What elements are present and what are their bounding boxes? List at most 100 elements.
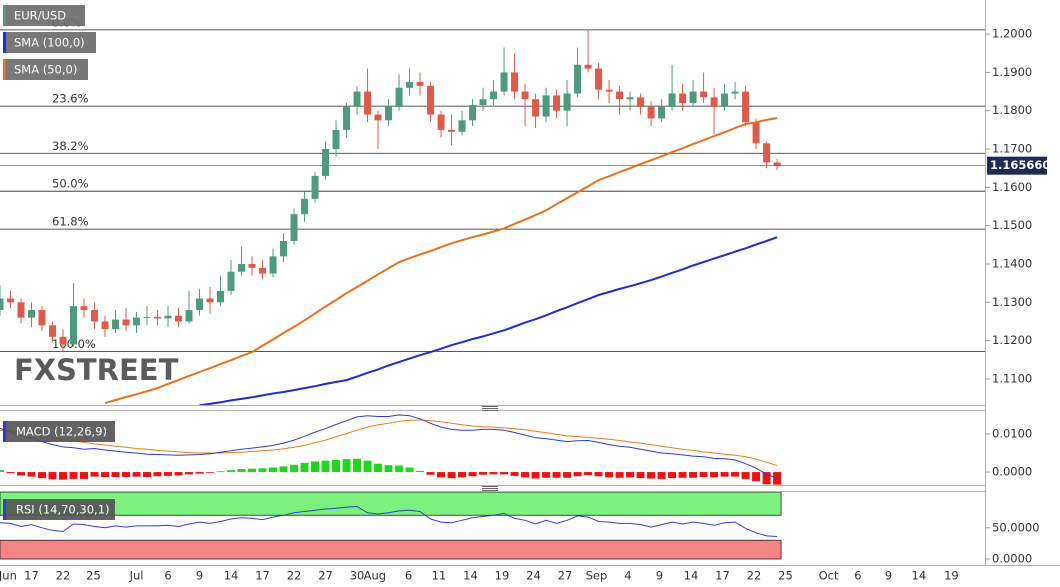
macd-histogram-bar <box>416 470 425 473</box>
watermark: FX <box>14 353 56 387</box>
macd-histogram-bar <box>405 467 414 473</box>
candle-body <box>7 298 15 303</box>
macd-histogram-bar <box>447 472 456 479</box>
x-tick-label: 22 <box>747 569 762 583</box>
macd-histogram-bar <box>510 472 519 476</box>
candle-body <box>290 214 298 242</box>
y-tick-label: 0.0000 <box>992 465 1032 479</box>
candle-body <box>175 315 183 322</box>
macd-histogram-bar <box>311 461 320 473</box>
indicator-swatch <box>3 499 6 520</box>
candle-body <box>38 309 46 326</box>
macd-histogram-bar <box>531 472 540 479</box>
fibonacci-label: 38.2% <box>52 139 89 153</box>
candle-body <box>647 106 655 119</box>
candle-body <box>70 306 78 345</box>
fibonacci-label: 50.0% <box>52 177 89 191</box>
macd-histogram-bar <box>678 472 687 478</box>
candle-body <box>311 175 319 199</box>
x-tick-label: 9 <box>656 569 663 583</box>
candle-body <box>91 309 99 322</box>
y-tick-label: 1.1800 <box>992 103 1032 117</box>
indicator-label-box <box>3 421 115 442</box>
candle-body <box>731 91 739 94</box>
candle-body <box>259 267 267 274</box>
macd-histogram-bar <box>6 472 15 474</box>
candle-body <box>49 325 57 337</box>
candle-body <box>689 91 697 104</box>
legend-entry-swatch <box>3 32 6 53</box>
legend-entry-box <box>3 32 96 53</box>
candle-body <box>511 72 519 92</box>
candle-body <box>406 81 414 88</box>
x-tick-label: 27 <box>558 569 573 583</box>
x-tick-label: 22 <box>56 569 71 583</box>
candle-body <box>626 97 634 100</box>
macd-histogram-bar <box>615 472 624 478</box>
macd-histogram-bar <box>17 472 26 476</box>
macd-histogram-bar <box>69 472 78 479</box>
candle-body <box>448 129 456 132</box>
macd-histogram-bar <box>332 459 341 473</box>
legend-entry-box <box>3 59 88 80</box>
candle-body <box>364 91 372 115</box>
candle-body <box>437 114 445 130</box>
x-tick-label: 11 <box>432 569 447 583</box>
macd-histogram-bar <box>48 472 57 480</box>
candle-body <box>605 89 613 92</box>
candle-body <box>752 122 760 144</box>
macd-histogram-bar <box>269 467 278 473</box>
macd-histogram-bar <box>437 472 446 478</box>
macd-histogram-bar <box>342 459 351 473</box>
macd-histogram-bar <box>101 472 110 478</box>
candle-body <box>742 91 750 123</box>
macd-histogram-bar <box>353 458 362 473</box>
macd-histogram-bar <box>395 465 404 473</box>
macd-histogram-bar <box>552 472 561 478</box>
candle-body <box>227 271 235 291</box>
x-tick-label: Aug <box>364 569 386 583</box>
x-tick-label: 6 <box>164 569 171 583</box>
macd-histogram-bar <box>38 472 47 479</box>
macd-histogram-bar <box>479 472 488 475</box>
macd-histogram-bar <box>752 472 761 482</box>
candle-body <box>343 106 351 130</box>
candle-body <box>595 68 603 90</box>
macd-histogram-bar <box>384 465 393 473</box>
x-tick-label: 24 <box>526 569 541 583</box>
legend-entry: SMA (100,0) <box>14 36 85 50</box>
macd-histogram-bar <box>563 472 572 478</box>
candle-body <box>763 143 771 163</box>
candle-body <box>28 309 36 318</box>
candle-body <box>59 336 67 345</box>
macd-histogram-bar <box>741 472 750 479</box>
legend-symbol-box <box>3 5 85 26</box>
macd-histogram-bar <box>0 470 4 473</box>
x-tick-label: 14 <box>224 569 239 583</box>
macd-histogram-bar <box>773 472 782 485</box>
candle-body <box>616 91 624 100</box>
candle-body <box>679 93 687 104</box>
macd-histogram-bar <box>153 472 162 477</box>
fibonacci-label: 23.6% <box>52 92 89 106</box>
candle-body <box>427 85 435 115</box>
candle-body <box>479 99 487 105</box>
candle-body <box>553 95 561 111</box>
macd-histogram-bar <box>542 472 551 478</box>
indicator-label: RSI (14,70,30,1) <box>16 503 110 517</box>
indicator-label-box <box>3 499 115 520</box>
candle-body <box>17 302 25 318</box>
candle-body <box>196 298 204 310</box>
x-tick-label: 14 <box>684 569 699 583</box>
candle-body <box>532 99 540 117</box>
candle-body <box>700 91 708 98</box>
candle-body <box>563 93 571 111</box>
panel-resize-grip[interactable] <box>482 406 498 491</box>
x-tick-label: 17 <box>24 569 39 583</box>
candle-body <box>332 129 340 150</box>
macd-panel <box>0 414 782 485</box>
macd-histogram-bar <box>500 472 509 475</box>
macd-histogram-bar <box>185 472 194 475</box>
macd-histogram-bar <box>720 472 729 477</box>
